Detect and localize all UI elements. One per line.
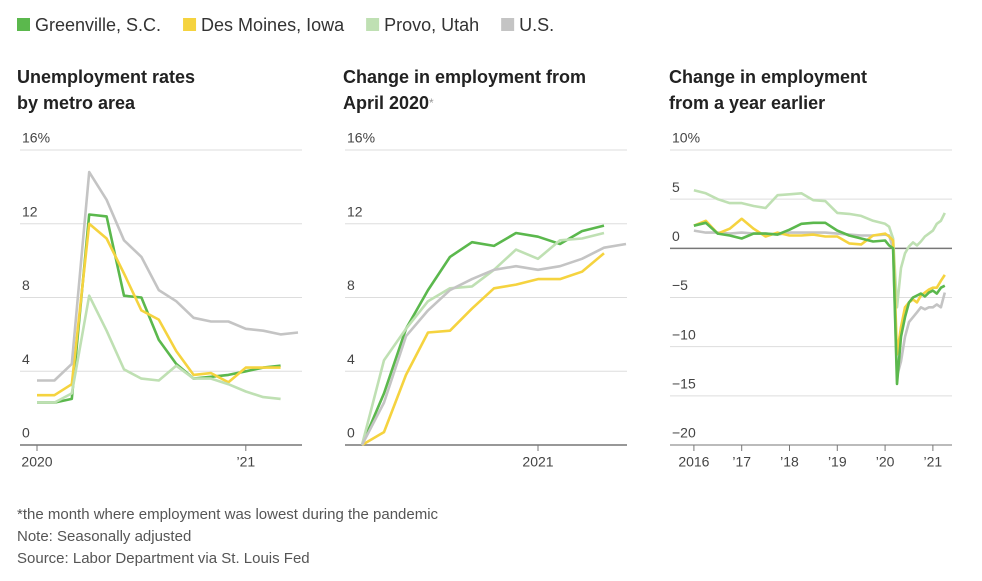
y-tick-label: 0 (672, 228, 680, 244)
legend-swatch (183, 18, 197, 31)
legend-label: U.S. (519, 15, 554, 35)
series-line (37, 222, 281, 397)
footnote-mark: * (429, 96, 434, 110)
series-line (37, 170, 299, 382)
y-tick-label: 16% (347, 130, 375, 146)
note: *the month where employment was lowest d… (17, 506, 439, 523)
x-tick-label: 2020 (21, 454, 52, 470)
panel-title: Unemployment rates by metro area (17, 67, 196, 113)
panel-title-text: Change in employment from April 2020 (343, 67, 587, 113)
x-tick-label: ’21 (924, 454, 943, 470)
legend-swatch (17, 18, 30, 31)
y-tick-label: −5 (672, 277, 688, 293)
y-tick-label: −15 (672, 376, 696, 392)
x-tick-label: ’19 (828, 454, 847, 470)
series-line (37, 294, 281, 404)
legend-label: Des Moines, Iowa (201, 15, 345, 35)
y-tick-label: 8 (22, 277, 30, 293)
y-tick-label: 12 (347, 203, 363, 219)
y-tick-label: 8 (347, 277, 355, 293)
legend-label: Greenville, S.C. (35, 15, 161, 35)
x-tick-label: 2021 (522, 454, 553, 470)
series-line (361, 252, 605, 447)
legend-swatch (501, 18, 515, 31)
y-tick-label: −20 (672, 425, 696, 441)
y-tick-label: −10 (672, 326, 696, 342)
y-tick-label: 0 (347, 425, 355, 441)
series-line (693, 189, 946, 309)
y-tick-label: 5 (672, 179, 680, 195)
legend-swatch (366, 18, 380, 31)
y-tick-label: 16% (22, 130, 50, 146)
y-tick-label: 4 (22, 351, 30, 367)
note: Note: Seasonally adjusted (17, 528, 192, 545)
series-line (360, 231, 605, 446)
y-tick-label: 0 (22, 425, 30, 441)
panel-title: Change in employment from a year earlier (669, 67, 868, 113)
legend-label: Provo, Utah (384, 15, 479, 35)
series-line (360, 224, 605, 446)
x-tick-label: ’21 (236, 454, 255, 470)
y-tick-label: 12 (22, 203, 38, 219)
y-tick-label: 4 (347, 351, 355, 367)
y-tick-label: 10% (672, 130, 700, 146)
panel-title: Change in employment from April 2020* (343, 64, 613, 116)
x-tick-label: ’20 (876, 454, 895, 470)
series-line (360, 242, 627, 446)
series-line (693, 221, 946, 386)
note: Source: Labor Department via St. Louis F… (17, 550, 310, 567)
x-tick-label: ’17 (732, 454, 751, 470)
series-line (693, 217, 946, 356)
x-tick-label: ’18 (780, 454, 799, 470)
x-tick-label: 2016 (678, 454, 709, 470)
